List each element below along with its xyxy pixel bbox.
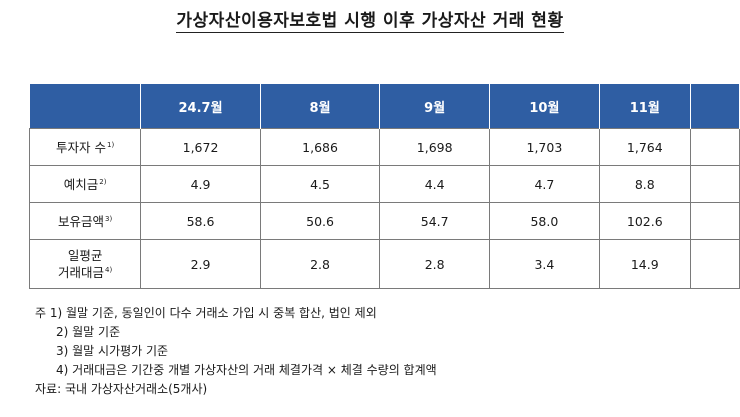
table-row: 예치금2) 4.9 4.5 4.4 4.7 8.8 bbox=[28, 165, 740, 203]
footnote-prefix: 주 bbox=[35, 306, 47, 320]
table-cell: 4.7 bbox=[489, 165, 600, 203]
page-title-text: 가상자산이용자보호법 시행 이후 가상자산 거래 현황 bbox=[176, 11, 564, 33]
table-cell-empty bbox=[689, 239, 740, 289]
row-label: 예치금2) bbox=[28, 165, 142, 203]
table-row: 투자자 수1) 1,672 1,686 1,698 1,703 1,764 bbox=[28, 128, 740, 166]
row-label: 보유금액3) bbox=[28, 202, 142, 240]
table-cell: 14.9 bbox=[598, 239, 691, 289]
table-cell: 58.6 bbox=[140, 202, 261, 240]
footnote-line: 4) 거래대금은 기간중 개별 가상자산의 거래 체결가격 × 체결 수량의 합… bbox=[56, 363, 437, 377]
footnote-text: 1) 월말 기준, 동일인이 다수 거래소 가입 시 중복 합산, 법인 제외 bbox=[49, 306, 377, 320]
footnote-line: 2) 월말 기준 bbox=[56, 325, 121, 339]
table-cell-empty bbox=[689, 165, 740, 203]
column-header: 24.7월 bbox=[140, 84, 261, 129]
table-cell: 1,672 bbox=[140, 128, 261, 166]
table-cell-empty bbox=[689, 202, 740, 240]
table-header-row: 24.7월 8월 9월 10월 11월 bbox=[29, 84, 740, 129]
table-cell: 2.8 bbox=[259, 239, 381, 289]
table-cell: 1,698 bbox=[379, 128, 491, 166]
table-cell: 2.8 bbox=[379, 239, 491, 289]
table-cell: 8.8 bbox=[598, 165, 691, 203]
table-row: 보유금액3) 58.6 50.6 54.7 58.0 102.6 bbox=[28, 202, 740, 240]
footnote-line: 주 1) 월말 기준, 동일인이 다수 거래소 가입 시 중복 합산, 법인 제… bbox=[35, 304, 437, 323]
column-header: 9월 bbox=[379, 84, 491, 129]
table-cell: 102.6 bbox=[598, 202, 691, 240]
table-cell: 4.4 bbox=[379, 165, 491, 203]
row-label: 투자자 수1) bbox=[28, 128, 142, 166]
footnotes: 주 1) 월말 기준, 동일인이 다수 거래소 가입 시 중복 합산, 법인 제… bbox=[35, 304, 437, 399]
footnote-marker: 1) bbox=[107, 141, 115, 150]
column-header: 10월 bbox=[489, 84, 600, 129]
table-cell: 4.9 bbox=[140, 165, 261, 203]
data-table: 24.7월 8월 9월 10월 11월 투자자 수1) 1,672 1,686 … bbox=[28, 84, 740, 289]
footnote-marker: 3) bbox=[105, 215, 113, 224]
column-header: 11월 bbox=[599, 84, 691, 129]
table-cell: 1,686 bbox=[259, 128, 381, 166]
column-header-empty bbox=[690, 84, 740, 129]
table-cell: 3.4 bbox=[489, 239, 600, 289]
table-cell: 1,703 bbox=[489, 128, 600, 166]
table-cell: 2.9 bbox=[140, 239, 261, 289]
source-line: 자료: 국내 가상자산거래소(5개사) bbox=[35, 382, 208, 396]
row-label-text: 예치금 bbox=[63, 177, 99, 193]
table-cell: 4.5 bbox=[259, 165, 381, 203]
footnote-line: 3) 월말 시가평가 기준 bbox=[56, 344, 169, 358]
footnote-marker: 4) bbox=[105, 265, 113, 274]
table-cell: 54.7 bbox=[379, 202, 491, 240]
table-header-corner bbox=[29, 84, 142, 129]
row-label-text: 보유금액 bbox=[58, 214, 105, 230]
table-cell-empty bbox=[689, 128, 740, 166]
column-header: 8월 bbox=[260, 84, 381, 129]
row-label-line1: 일평균 bbox=[67, 247, 103, 263]
row-label-line2: 거래대금 bbox=[58, 265, 105, 281]
footnote-marker: 2) bbox=[99, 178, 107, 187]
table-cell: 1,764 bbox=[598, 128, 691, 166]
row-label-text: 투자자 수 bbox=[56, 140, 107, 156]
table-cell: 58.0 bbox=[489, 202, 600, 240]
table-cell: 50.6 bbox=[259, 202, 381, 240]
page-title: 가상자산이용자보호법 시행 이후 가상자산 거래 현황 bbox=[0, 6, 740, 33]
